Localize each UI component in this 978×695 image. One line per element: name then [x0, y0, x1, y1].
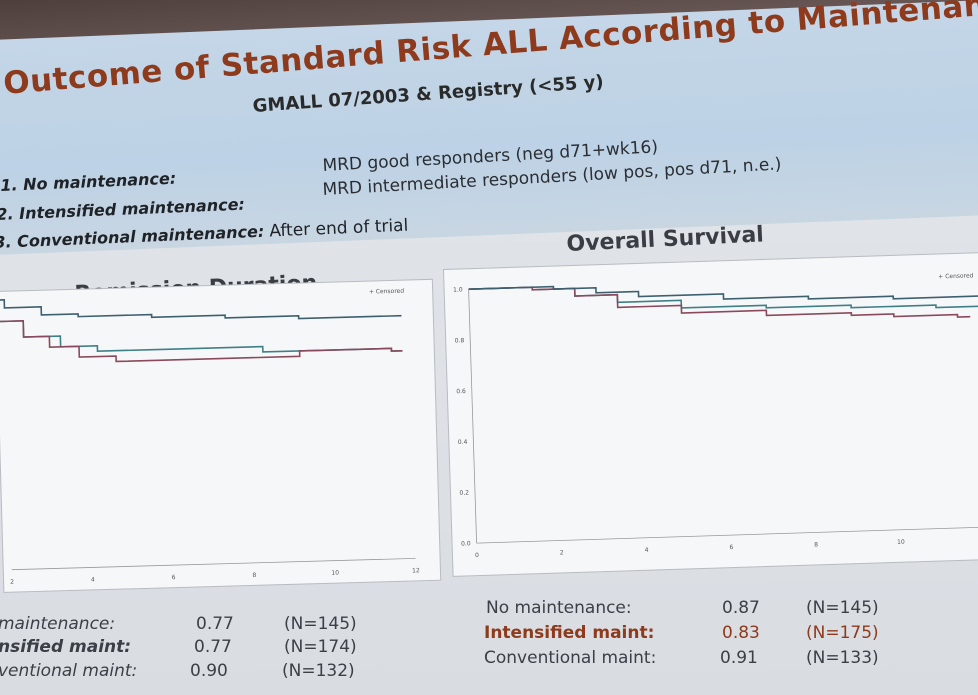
overall-survival-chart: + Censored0246810121.00.80.60.40.20.0	[444, 252, 978, 576]
series-line	[0, 298, 402, 320]
x-tick-label: 8	[814, 541, 818, 548]
result-n: (N=132)	[282, 661, 355, 681]
x-tick-label: 4	[91, 576, 95, 583]
result-n: (N=175)	[806, 623, 879, 643]
result-n: (N=145)	[284, 614, 357, 634]
y-tick-label: 0.0	[461, 540, 471, 547]
x-tick-label: 0	[475, 552, 479, 559]
result-value: 0.91	[720, 648, 758, 668]
result-n: (N=174)	[284, 637, 357, 657]
x-tick-label: 2	[560, 549, 564, 556]
legend-censored: + Censored	[369, 288, 405, 296]
series-line	[468, 286, 971, 318]
result-label: No maintenance:	[486, 598, 632, 618]
x-tick-label: 6	[729, 544, 733, 551]
y-axis	[468, 289, 477, 544]
result-value: 0.87	[722, 598, 760, 618]
x-axis	[476, 526, 978, 544]
result-n: (N=133)	[806, 648, 879, 668]
result-n: (N=145)	[806, 598, 879, 618]
result-label: Conventional maint:	[484, 648, 657, 668]
series-line	[0, 299, 403, 363]
result-value: 0.77	[196, 614, 234, 634]
y-tick-label: 0.6	[456, 388, 466, 395]
remission-duration-plot: + Censored 2 4 6 8 10 12	[0, 288, 420, 586]
result-label: nsified maint:	[0, 637, 132, 657]
result-value: 0.90	[190, 661, 228, 681]
x-tick-label: 10	[897, 539, 905, 546]
result-value: 0.77	[194, 637, 232, 657]
remission-duration-chart: + Censored 2 4 6 8 10 12	[0, 279, 441, 592]
x-axis	[11, 557, 416, 571]
y-tick-label: 0.8	[455, 337, 465, 344]
overall-survival-plot: + Censored0246810121.00.80.60.40.20.0	[453, 272, 978, 559]
series-line	[468, 285, 978, 300]
result-value: 0.83	[722, 623, 760, 643]
series-line	[0, 299, 403, 353]
legend-censored: + Censored	[938, 272, 974, 280]
result-label: maintenance:	[0, 614, 116, 634]
y-tick-label: 0.4	[458, 439, 468, 446]
y-tick-label: 1.0	[453, 286, 463, 293]
x-tick-label: 6	[172, 574, 176, 581]
result-label: ventional maint:	[0, 661, 138, 681]
x-tick-label: 12	[412, 567, 420, 574]
x-tick-label: 8	[252, 572, 256, 579]
x-tick-label: 4	[645, 547, 649, 554]
x-tick-label: 10	[331, 570, 339, 577]
x-tick-label: 2	[10, 579, 14, 586]
y-tick-label: 0.2	[459, 490, 469, 497]
result-label: Intensified maint:	[484, 623, 655, 643]
